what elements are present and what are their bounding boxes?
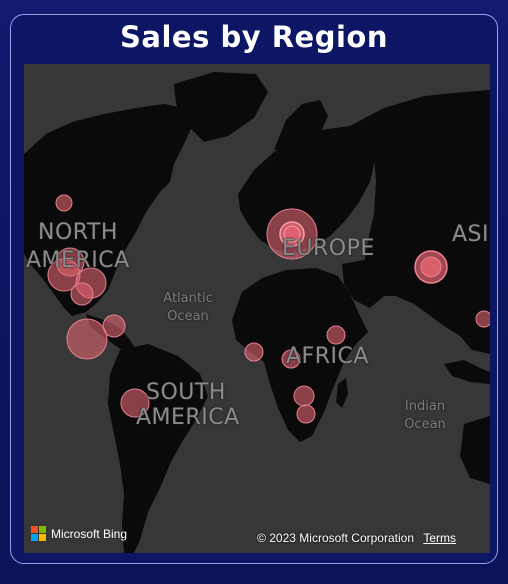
label-europe: EUROPE bbox=[282, 236, 375, 261]
landmass-scandinavia bbox=[274, 100, 328, 150]
label-indian-ocean: Indian Ocean bbox=[404, 399, 446, 432]
bing-attribution: Microsoft Bing bbox=[31, 526, 127, 541]
sales-bubble[interactable] bbox=[70, 282, 94, 306]
label-north-america: AMERICA bbox=[26, 248, 130, 273]
page-title: Sales by Region bbox=[120, 20, 388, 54]
sales-bubble[interactable] bbox=[66, 318, 108, 360]
map-visual[interactable]: NORTH AMERICA SOUTH AMERICA EUROPE AFRICA… bbox=[24, 64, 490, 553]
sales-bubble[interactable] bbox=[102, 314, 126, 338]
label-atlantic-ocean: Atlantic Ocean bbox=[163, 291, 213, 324]
sales-bubble[interactable] bbox=[475, 310, 490, 328]
label-africa: AFRICA bbox=[286, 344, 369, 369]
sales-bubble[interactable] bbox=[120, 388, 150, 418]
sales-bubble[interactable] bbox=[296, 404, 316, 424]
microsoft-logo-icon bbox=[31, 526, 46, 541]
sales-bubble[interactable] bbox=[281, 349, 301, 369]
sales-bubble[interactable] bbox=[326, 325, 346, 345]
sales-bubble[interactable] bbox=[283, 225, 301, 243]
map-canvas bbox=[24, 72, 490, 553]
terms-link[interactable]: Terms bbox=[423, 531, 456, 545]
landmass-madagascar bbox=[336, 378, 348, 408]
bing-label: Microsoft Bing bbox=[51, 526, 128, 541]
sales-bubble[interactable] bbox=[293, 385, 315, 407]
landmass-indonesia bbox=[444, 360, 490, 384]
landmass-south-america bbox=[108, 344, 208, 553]
landmass-asia bbox=[350, 90, 490, 354]
sales-bubble[interactable] bbox=[244, 342, 264, 362]
landmass-north-america bbox=[24, 104, 194, 316]
landmass-arabia bbox=[342, 260, 384, 308]
label-asia: ASI bbox=[452, 222, 490, 247]
copyright-text: © 2023 Microsoft Corporation bbox=[257, 531, 414, 545]
sales-bubble[interactable] bbox=[420, 256, 442, 278]
landmass-africa bbox=[232, 268, 368, 442]
label-south-america: SOUTH AMERICA bbox=[136, 380, 240, 430]
landmass-greenland bbox=[174, 72, 268, 142]
landmass-australia bbox=[460, 416, 490, 484]
label-north-america-1: NORTH bbox=[38, 220, 118, 245]
sales-bubble[interactable] bbox=[55, 194, 73, 212]
